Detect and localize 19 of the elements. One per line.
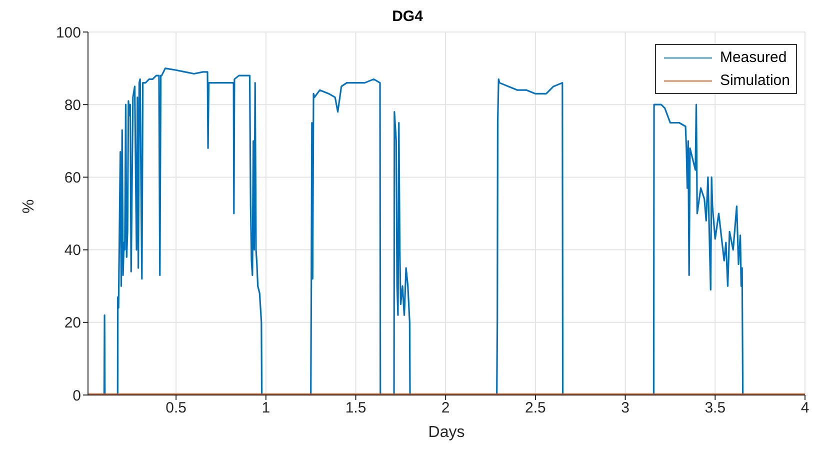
y-axis-title: % xyxy=(20,199,38,214)
x-axis-title: Days xyxy=(428,424,465,441)
x-tick-label: 3.5 xyxy=(704,400,726,417)
x-tick-label: 1 xyxy=(262,400,270,417)
legend-label: Simulation xyxy=(720,72,790,89)
y-tick-label: 20 xyxy=(64,314,81,332)
y-tick-label: 100 xyxy=(56,24,81,42)
chart-title: DG4 xyxy=(391,8,424,25)
y-tick-label: 40 xyxy=(64,242,81,260)
x-tick-label: 1.5 xyxy=(345,400,366,417)
x-tick-label: 2.5 xyxy=(525,400,546,417)
y-tick-label: 60 xyxy=(64,170,81,187)
x-tick-label: 2 xyxy=(441,400,450,417)
x-tick-label: 0.5 xyxy=(166,400,186,417)
legend-label: Measured xyxy=(720,49,787,66)
y-tick-label: 0 xyxy=(72,387,81,404)
x-tick-label: 4 xyxy=(800,400,810,417)
x-tick-label: 3 xyxy=(621,400,630,417)
y-tick-label: 80 xyxy=(64,96,81,114)
